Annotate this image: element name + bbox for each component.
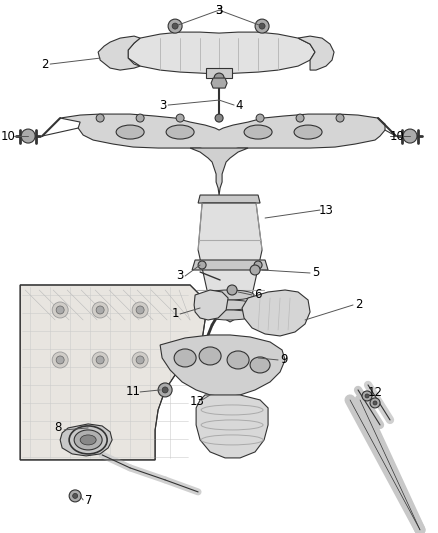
Circle shape bbox=[198, 261, 206, 269]
Circle shape bbox=[92, 302, 108, 318]
Circle shape bbox=[296, 114, 304, 122]
Text: 10: 10 bbox=[389, 130, 404, 142]
Circle shape bbox=[56, 356, 64, 364]
Circle shape bbox=[336, 114, 344, 122]
Text: 12: 12 bbox=[367, 386, 382, 399]
Ellipse shape bbox=[204, 290, 254, 300]
Circle shape bbox=[215, 114, 223, 122]
Polygon shape bbox=[211, 78, 227, 88]
Text: 3: 3 bbox=[215, 4, 223, 17]
Circle shape bbox=[373, 401, 377, 405]
Circle shape bbox=[92, 352, 108, 368]
Circle shape bbox=[162, 387, 168, 393]
Polygon shape bbox=[194, 290, 228, 320]
Text: 7: 7 bbox=[85, 495, 93, 507]
Circle shape bbox=[73, 494, 78, 498]
Circle shape bbox=[56, 306, 64, 314]
Ellipse shape bbox=[74, 430, 102, 450]
Circle shape bbox=[136, 306, 144, 314]
Polygon shape bbox=[242, 290, 310, 336]
Circle shape bbox=[172, 23, 178, 29]
Polygon shape bbox=[98, 36, 140, 70]
Ellipse shape bbox=[166, 125, 194, 139]
Circle shape bbox=[214, 73, 224, 83]
Circle shape bbox=[365, 394, 369, 398]
Text: 13: 13 bbox=[318, 204, 333, 216]
Circle shape bbox=[52, 352, 68, 368]
Polygon shape bbox=[298, 36, 334, 70]
Circle shape bbox=[136, 114, 144, 122]
Ellipse shape bbox=[294, 125, 322, 139]
Polygon shape bbox=[192, 260, 268, 270]
Text: 13: 13 bbox=[190, 395, 205, 408]
Ellipse shape bbox=[174, 349, 196, 367]
Polygon shape bbox=[206, 68, 232, 78]
Circle shape bbox=[403, 129, 417, 143]
Circle shape bbox=[250, 265, 260, 275]
Ellipse shape bbox=[227, 351, 249, 369]
Polygon shape bbox=[190, 148, 248, 195]
Ellipse shape bbox=[116, 125, 144, 139]
Ellipse shape bbox=[199, 347, 221, 365]
Circle shape bbox=[69, 490, 81, 502]
Circle shape bbox=[256, 114, 264, 122]
Text: 1: 1 bbox=[171, 308, 179, 320]
Circle shape bbox=[227, 285, 237, 295]
Circle shape bbox=[259, 23, 265, 29]
Text: 6: 6 bbox=[254, 288, 262, 302]
Polygon shape bbox=[60, 114, 385, 152]
Ellipse shape bbox=[204, 310, 254, 320]
Text: 3: 3 bbox=[159, 99, 167, 111]
Circle shape bbox=[168, 19, 182, 33]
Polygon shape bbox=[196, 395, 268, 458]
Circle shape bbox=[136, 356, 144, 364]
Circle shape bbox=[158, 383, 172, 397]
Text: 3: 3 bbox=[215, 4, 223, 17]
Polygon shape bbox=[160, 335, 285, 397]
Circle shape bbox=[370, 398, 380, 408]
Circle shape bbox=[254, 261, 262, 269]
Text: 5: 5 bbox=[312, 266, 320, 279]
Ellipse shape bbox=[244, 125, 272, 139]
Text: 4: 4 bbox=[235, 99, 243, 111]
Polygon shape bbox=[60, 424, 112, 456]
Text: 10: 10 bbox=[1, 130, 16, 142]
Text: 3: 3 bbox=[177, 270, 184, 282]
Circle shape bbox=[132, 352, 148, 368]
Circle shape bbox=[96, 114, 104, 122]
Polygon shape bbox=[198, 203, 262, 322]
Text: 8: 8 bbox=[54, 422, 62, 434]
Circle shape bbox=[96, 356, 104, 364]
Circle shape bbox=[362, 391, 372, 401]
Circle shape bbox=[255, 19, 269, 33]
Ellipse shape bbox=[250, 357, 270, 373]
Text: 11: 11 bbox=[126, 385, 141, 399]
Ellipse shape bbox=[80, 435, 96, 445]
Ellipse shape bbox=[204, 300, 254, 310]
Circle shape bbox=[176, 114, 184, 122]
Text: 9: 9 bbox=[280, 353, 288, 367]
Polygon shape bbox=[198, 195, 260, 203]
Text: 2: 2 bbox=[42, 58, 49, 70]
Text: 2: 2 bbox=[355, 298, 363, 311]
Circle shape bbox=[52, 302, 68, 318]
Polygon shape bbox=[20, 285, 205, 460]
Circle shape bbox=[96, 306, 104, 314]
Circle shape bbox=[21, 129, 35, 143]
Circle shape bbox=[132, 302, 148, 318]
Polygon shape bbox=[128, 32, 315, 74]
